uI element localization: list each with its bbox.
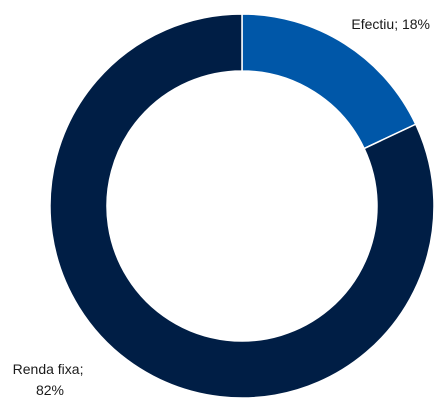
donut-slice-efectiu	[241, 13, 417, 150]
data-label-renda-fixa-line2: 82%	[36, 382, 64, 398]
data-label-renda-fixa: Renda fixa; 82%	[13, 361, 88, 398]
data-label-renda-fixa-line1: Renda fixa;	[13, 361, 84, 377]
data-label-efectiu: Efectiu; 18%	[351, 16, 430, 32]
donut-slice-renda-fixa	[49, 13, 435, 399]
